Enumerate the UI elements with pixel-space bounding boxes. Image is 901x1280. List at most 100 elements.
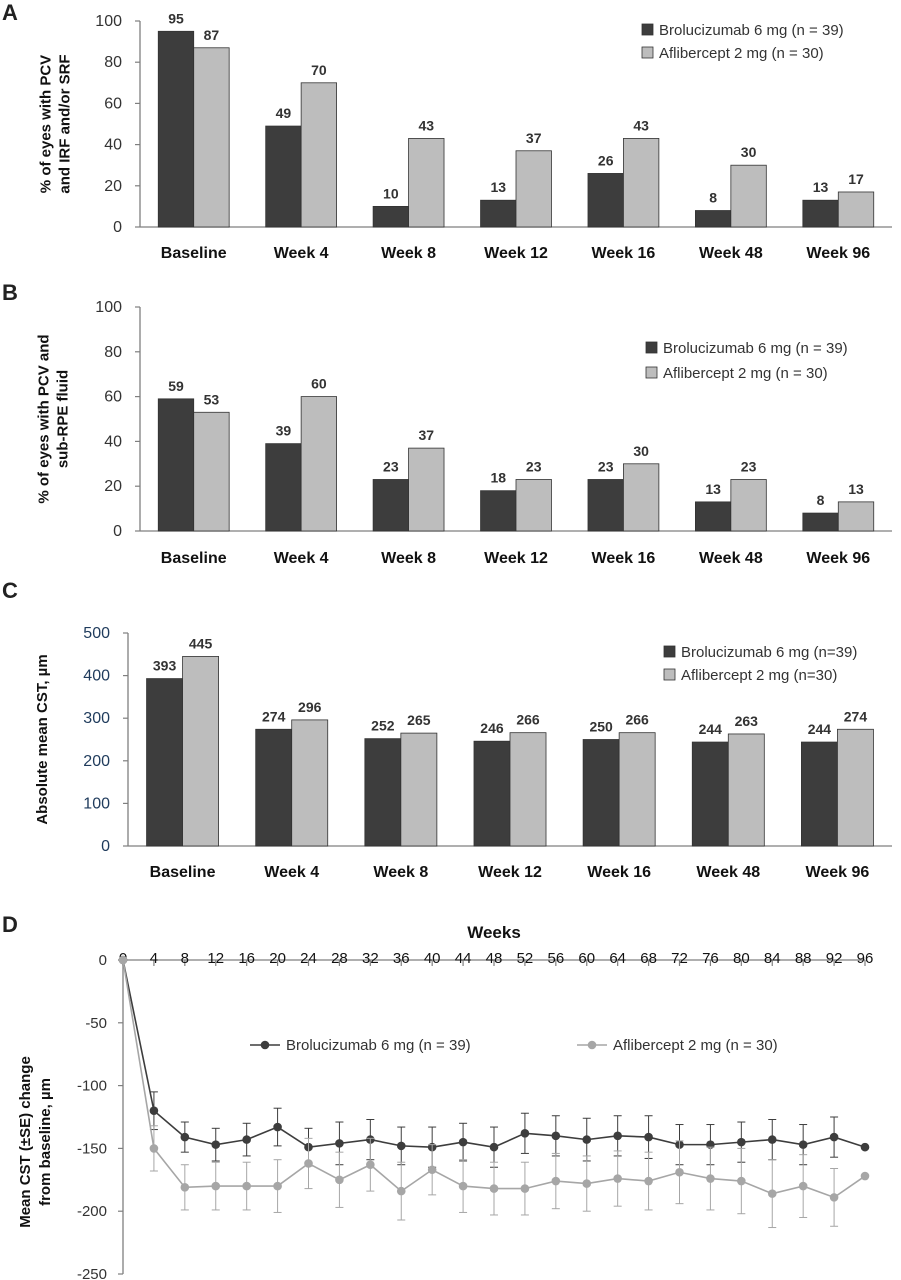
panel-c-category-label: Week 16	[587, 864, 651, 881]
panel-b-ytick-label: 100	[95, 299, 122, 316]
panel-b-value-label: 30	[633, 443, 649, 459]
panel-c-ytick-label: 500	[83, 625, 110, 642]
panel-c-y-label: Absolute mean CST, µm	[34, 654, 51, 824]
panel-b-legend-swatch	[645, 341, 658, 354]
panel-a-value-label: 43	[419, 117, 435, 133]
panel-c-value-label: 274	[262, 708, 286, 724]
panel-a-category-label: Week 4	[274, 245, 329, 262]
panel-d-ytick-label: -200	[77, 1203, 107, 1220]
panel-a-value-label: 17	[848, 171, 864, 187]
panel-b-value-label: 8	[817, 492, 825, 508]
panel-a-bar-brolucizumab	[265, 125, 302, 228]
panel-a-bar-aflibercept	[515, 150, 552, 228]
panel-c-value-label: 246	[480, 720, 504, 736]
panel-b-category-label: Baseline	[161, 550, 227, 567]
panel-b-bar-brolucizumab	[372, 479, 409, 532]
panel-d-point-brolucizumab	[767, 1135, 777, 1144]
panel-d-point-aflibercept	[366, 1160, 375, 1170]
panel-d-xtick-label: 92	[826, 950, 843, 967]
panel-c-legend-label: Brolucizumab 6 mg (n=39)	[681, 644, 857, 661]
panel-d-xtick-label: 80	[733, 950, 750, 967]
panel-c-bar-brolucizumab	[582, 739, 620, 847]
panel-c-category-label: Week 48	[696, 864, 760, 881]
panel-c-legend-swatch	[663, 645, 676, 658]
panel-c-ytick-label: 0	[101, 838, 110, 855]
panel-d-xtick-label: 12	[207, 950, 224, 967]
panel-c-bar-brolucizumab	[255, 728, 293, 847]
panel-d-xtick-label: 36	[393, 950, 410, 967]
panel-b-category-label: Week 48	[699, 550, 763, 567]
panel-a-bar-brolucizumab	[802, 199, 839, 228]
panel-c-value-label: 445	[189, 635, 213, 651]
panel-c-category-label: Week 8	[373, 864, 428, 881]
panel-a-legend-swatch	[641, 23, 654, 36]
panel-a-letter: A	[2, 0, 18, 25]
panel-c-bar-brolucizumab	[801, 741, 838, 847]
panel-a-value-label: 30	[741, 144, 757, 160]
panel-d-xtick-label: 8	[181, 950, 189, 967]
panel-d-point-aflibercept	[304, 1159, 313, 1168]
panel-a-value-label: 13	[813, 179, 829, 195]
panel-b-value-label: 60	[311, 376, 327, 392]
panel-b-category-label: Week 16	[592, 550, 656, 567]
panel-d-point-aflibercept	[118, 955, 128, 965]
panel-b-bar-aflibercept	[730, 479, 767, 532]
panel-b-value-label: 37	[419, 427, 435, 443]
panel-d-point-aflibercept	[427, 1165, 437, 1175]
panel-b-value-label: 23	[526, 458, 542, 474]
panel-c-bar-brolucizumab	[364, 738, 402, 847]
panel-d-x-label: Weeks	[467, 923, 521, 942]
panel-a-category-label: Week 16	[592, 245, 656, 262]
panel-d-xtick-label: 44	[455, 950, 472, 967]
panel-d-xtick-label: 48	[486, 950, 503, 967]
panel-d-xtick-label: 96	[857, 950, 874, 967]
panel-d-ytick-label: -50	[85, 1015, 107, 1032]
panel-b-bar-brolucizumab	[480, 490, 517, 532]
panel-d-point-brolucizumab	[335, 1139, 344, 1148]
panel-d-point-aflibercept	[767, 1189, 777, 1198]
panel-c-value-label: 265	[407, 712, 431, 728]
panel-c-category-label: Week 4	[264, 864, 319, 881]
panel-d-point-brolucizumab	[396, 1141, 406, 1151]
panel-d-point-brolucizumab	[149, 1106, 159, 1116]
panel-d-point-aflibercept	[706, 1174, 715, 1183]
panel-d-point-aflibercept	[242, 1181, 251, 1191]
panel-c-letter: C	[2, 578, 18, 603]
panel-b-value-label: 13	[848, 481, 864, 497]
panel-c-bar-aflibercept	[727, 733, 765, 847]
panel-b-legend-swatch	[645, 366, 658, 379]
panel-d-y-label: from baseline, µm	[37, 1078, 54, 1206]
panel-d-letter: D	[2, 912, 18, 937]
panel-a-category-label: Week 96	[806, 245, 870, 262]
panel-a-ytick-label: 100	[95, 13, 122, 30]
panel-d-legend-label: Aflibercept 2 mg (n = 30)	[613, 1037, 778, 1054]
panel-b-bar-aflibercept	[515, 479, 552, 532]
panel-c-bar-aflibercept	[509, 732, 547, 847]
panel-c-value-label: 274	[844, 708, 868, 724]
panel-c-ytick-label: 100	[83, 795, 110, 812]
panel-a-bar-aflibercept	[408, 138, 445, 228]
panel-a-bar-brolucizumab	[695, 210, 732, 228]
panel-b-value-label: 39	[276, 423, 292, 439]
panel-d-point-aflibercept	[582, 1179, 592, 1188]
panel-a-value-label: 10	[383, 185, 399, 201]
panel-a-value-label: 95	[168, 10, 184, 26]
panel-d-ytick-label: -150	[77, 1140, 107, 1157]
panel-b-bar-brolucizumab	[587, 479, 624, 532]
panel-d-ytick-label: -100	[77, 1078, 107, 1095]
panel-d-xtick-label: 76	[702, 950, 719, 967]
panel-a-bar-brolucizumab	[372, 205, 409, 228]
panel-a-value-label: 13	[490, 179, 506, 195]
panel-d-point-brolucizumab	[737, 1137, 746, 1147]
panel-d-xtick-label: 4	[150, 950, 158, 967]
panel-d-ytick-label: 0	[99, 952, 107, 969]
panel-c-ytick-label: 200	[83, 753, 110, 770]
panel-d-point-brolucizumab	[489, 1142, 499, 1152]
panel-d-xtick-label: 84	[764, 950, 781, 967]
panel-d-xtick-label: 72	[671, 950, 688, 967]
panel-b-ytick-label: 80	[104, 344, 122, 361]
panel-c-bar-brolucizumab	[146, 678, 183, 847]
panel-a-bar-brolucizumab	[157, 30, 195, 228]
panel-c-value-label: 296	[298, 699, 322, 715]
panel-b-letter: B	[2, 280, 18, 305]
